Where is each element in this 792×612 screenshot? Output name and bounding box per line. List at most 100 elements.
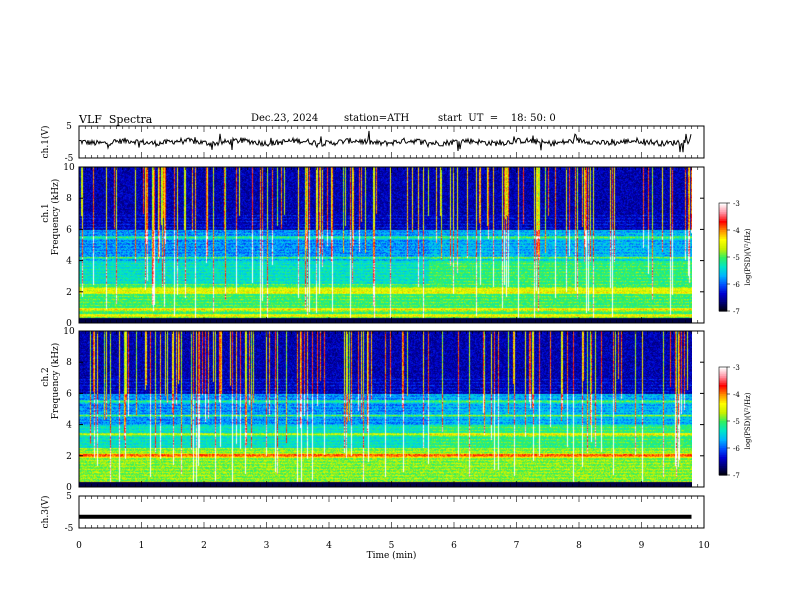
colorbar-cell (719, 368, 727, 372)
xtick-label: 3 (264, 541, 270, 551)
colorbar-cell (719, 221, 727, 224)
colorbar-cell (719, 258, 727, 262)
colorbar-cell (719, 260, 727, 263)
ch1_waveform-ylabel: ch.1(V) (40, 126, 51, 159)
colorbar-cell (719, 235, 727, 238)
xtick-label: 0 (76, 541, 82, 551)
colorbar-cell (719, 269, 727, 272)
xtick-label: 2 (201, 541, 207, 551)
ch2_spectrogram-colorbar-label: log(PSD)(V²/Hz) (744, 392, 752, 449)
colorbar-cell (719, 273, 727, 276)
colorbar-cell (719, 413, 727, 417)
ch1_spectrogram-ytick-label: 2 (66, 288, 72, 298)
colorbar-cell (719, 428, 727, 431)
colorbar-cell (719, 257, 727, 260)
ch1_waveform-trace (78, 130, 692, 153)
colorbar-cell (719, 467, 727, 471)
colorbar-cell (719, 224, 727, 227)
xtick-label: 5 (389, 541, 395, 551)
ch1_spectrogram-ytick-label: 0 (66, 319, 72, 329)
colorbar-cell (719, 307, 727, 310)
colorbar-cell (719, 386, 727, 390)
colorbar-cell (719, 381, 727, 384)
ch2_spectrogram-colorbar-tick-label: -4 (733, 391, 740, 399)
colorbar-cell (719, 298, 727, 301)
ch2_spectrogram-ytick-label: 0 (66, 483, 72, 493)
colorbar-cell (719, 408, 727, 411)
colorbar-cell (719, 385, 727, 388)
colorbar-cell (719, 240, 727, 244)
colorbar-cell (719, 457, 727, 460)
colorbar-cell (719, 231, 727, 235)
colorbar-cell (719, 437, 727, 440)
ch1_spectrogram-ytick-label: 6 (66, 225, 72, 235)
colorbar-cell (719, 395, 727, 399)
colorbar-cell (719, 415, 727, 418)
xtick-label: 10 (698, 541, 710, 551)
colorbar-cell (719, 300, 727, 303)
colorbar-cell (719, 462, 727, 465)
colorbar-cell (719, 410, 727, 413)
colorbar-cell (719, 426, 727, 429)
colorbar-cell (719, 284, 727, 287)
ch1_spectrogram-image (79, 167, 692, 323)
colorbar-cell (719, 422, 727, 426)
date-label: Dec.23, 2024 (251, 113, 319, 124)
colorbar-cell (719, 303, 727, 307)
ch2_spectrogram-ytick-label: 8 (66, 358, 72, 368)
colorbar-cell (719, 233, 727, 236)
colorbar-cell (719, 266, 727, 269)
colorbar-cell (719, 244, 727, 247)
xtick-label: 1 (139, 541, 145, 551)
colorbar-cell (719, 264, 727, 267)
colorbar-cell (719, 262, 727, 265)
xtick-label: 9 (639, 541, 645, 551)
colorbar-cell (719, 430, 727, 433)
ch1_spectrogram-colorbar-tick-label: -6 (733, 281, 740, 289)
ch1_spectrogram-colorbar-tick-label: -4 (733, 227, 740, 235)
colorbar-cell (719, 403, 727, 406)
colorbar-cell (719, 451, 727, 454)
colorbar-cell (719, 367, 727, 370)
colorbar-cell (719, 242, 727, 245)
colorbar-cell (719, 291, 727, 294)
colorbar-cell (719, 204, 727, 208)
colorbar-cell (719, 390, 727, 393)
colorbar-cell (719, 442, 727, 445)
colorbar-cell (719, 401, 727, 404)
colorbar-cell (719, 449, 727, 453)
ch2_spectrogram-ytick-label: 10 (63, 327, 75, 337)
colorbar-cell (719, 302, 727, 305)
colorbar-cell (719, 203, 727, 206)
colorbar-cell (719, 213, 727, 217)
ch2_spectrogram-ytick-label: 2 (66, 452, 72, 462)
colorbar-cell (719, 296, 727, 299)
colorbar-cell (719, 397, 727, 400)
colorbar-cell (719, 464, 727, 467)
colorbar-cell (719, 212, 727, 215)
ch2_spectrogram-colorbar-tick-label: -7 (733, 472, 740, 480)
colorbar-cell (719, 278, 727, 281)
ch2_spectrogram-ylabel: Frequency (kHz) (50, 343, 61, 420)
ch2_spectrogram-ytick-label: 6 (66, 389, 72, 399)
chart-title: VLF Spectra (79, 113, 153, 126)
colorbar-cell (719, 404, 727, 408)
colorbar-cell (719, 433, 727, 436)
colorbar-cell (719, 246, 727, 249)
colorbar-cell (719, 424, 727, 427)
colorbar-cell (719, 394, 727, 397)
colorbar-cell (719, 370, 727, 373)
colorbar-cell (719, 222, 727, 226)
xtick-label: 7 (514, 541, 520, 551)
ch1_waveform-ytick-label: 5 (66, 122, 72, 132)
ch2_spectrogram-image (79, 331, 692, 487)
colorbar-cell (719, 285, 727, 289)
colorbar-cell (719, 374, 727, 377)
colorbar-cell (719, 431, 727, 435)
ch1_spectrogram-colorbar-tick-label: -5 (733, 254, 740, 262)
start-time-label: start UT = 18: 50: 0 (438, 113, 556, 124)
ch1_spectrogram-colorbar-tick-label: -7 (733, 308, 740, 316)
colorbar-cell (719, 419, 727, 422)
colorbar-cell (719, 406, 727, 409)
colorbar-cell (719, 249, 727, 253)
